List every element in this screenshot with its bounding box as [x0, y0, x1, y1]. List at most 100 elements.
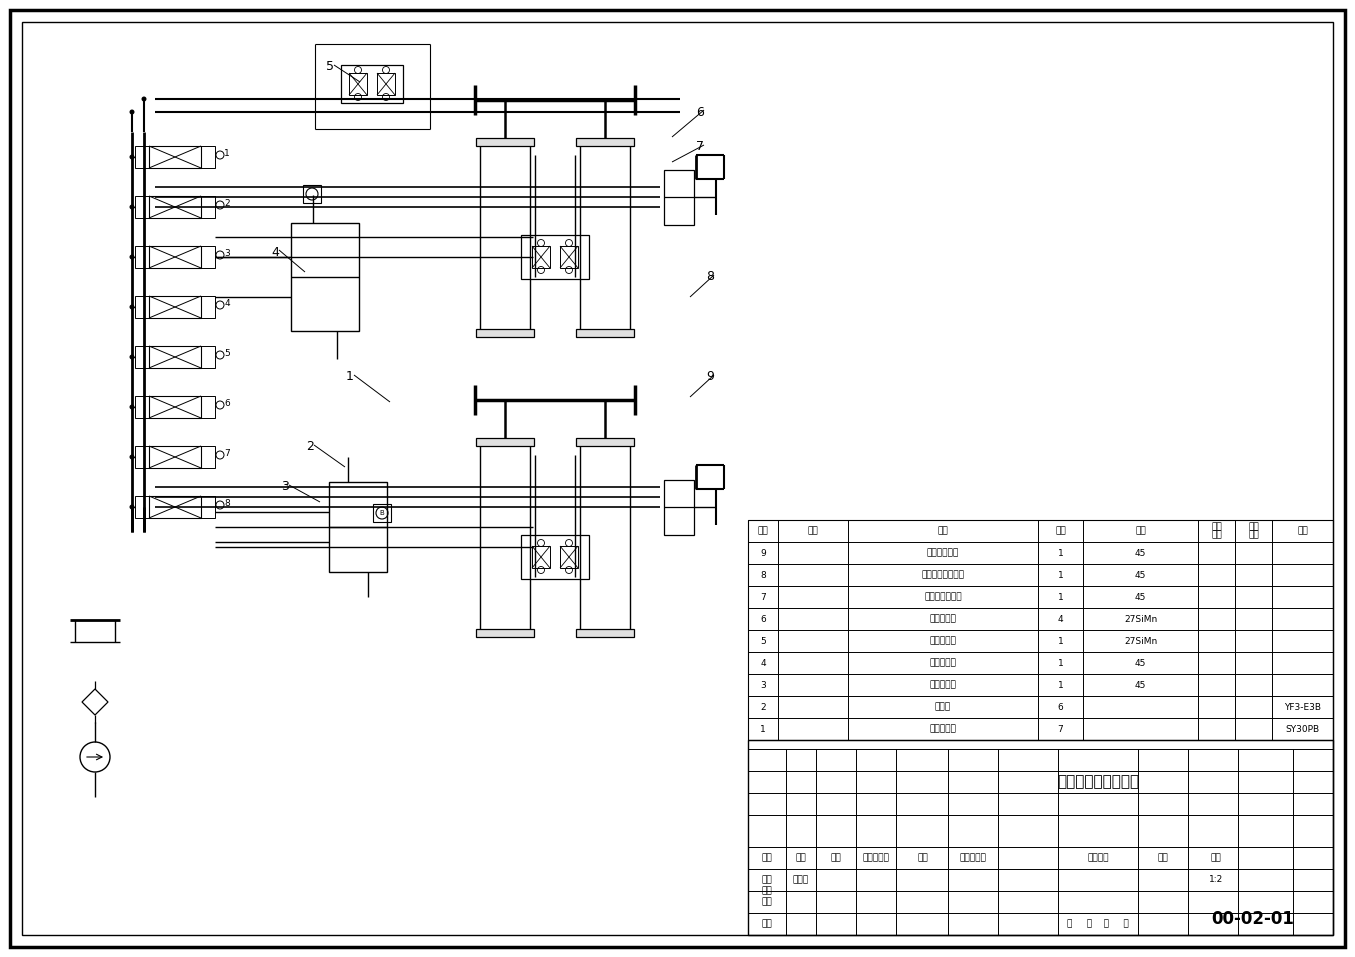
Bar — [480, 145, 530, 329]
Text: 5: 5 — [224, 348, 230, 358]
Text: 重量: 重量 — [1211, 530, 1222, 540]
Text: 液压支架液压原理图: 液压支架液压原理图 — [1057, 774, 1140, 790]
Bar — [136, 246, 149, 268]
Text: 9: 9 — [706, 370, 714, 384]
Text: 1: 1 — [224, 148, 230, 158]
Bar — [476, 138, 534, 145]
Circle shape — [130, 304, 134, 309]
Bar — [149, 446, 201, 468]
Text: 00-02-01: 00-02-01 — [1211, 910, 1294, 928]
Bar — [350, 73, 367, 95]
Text: 重量: 重量 — [1157, 854, 1168, 862]
Text: 3: 3 — [224, 249, 230, 257]
Bar — [664, 479, 694, 535]
Text: 5: 5 — [327, 60, 333, 74]
Text: 推移千斤顶: 推移千斤顶 — [930, 658, 957, 667]
Text: 设计: 设计 — [762, 876, 772, 884]
Text: 45: 45 — [1135, 548, 1146, 558]
Bar — [136, 146, 149, 168]
Circle shape — [130, 109, 134, 115]
Bar — [201, 296, 215, 318]
Text: 标记: 标记 — [762, 854, 772, 862]
Text: 名称: 名称 — [938, 526, 948, 536]
Text: 护帮板千斤顶: 护帮板千斤顶 — [927, 548, 959, 558]
Text: 6: 6 — [224, 398, 230, 408]
Text: 防滑千斤顶: 防滑千斤顶 — [930, 680, 957, 689]
Text: 8: 8 — [760, 570, 766, 580]
Text: 45: 45 — [1135, 680, 1146, 689]
Text: B: B — [379, 510, 385, 516]
Bar — [136, 296, 149, 318]
Text: 前梁千斤顶: 前梁千斤顶 — [930, 636, 957, 646]
Text: 2: 2 — [224, 198, 230, 208]
Text: 4: 4 — [224, 299, 230, 307]
Text: 处数: 处数 — [795, 854, 806, 862]
Text: 液滤阀: 液滤阀 — [935, 702, 951, 711]
Bar — [149, 496, 201, 518]
Circle shape — [130, 154, 134, 160]
Bar — [576, 437, 634, 446]
Text: 7: 7 — [696, 141, 705, 153]
Bar — [480, 444, 530, 630]
Circle shape — [130, 405, 134, 410]
Bar — [377, 73, 396, 95]
Text: 工艺: 工艺 — [762, 920, 772, 928]
Text: 6: 6 — [760, 614, 766, 624]
Text: 共     张    第     张: 共 张 第 张 — [1068, 920, 1129, 928]
Text: 45: 45 — [1135, 570, 1146, 580]
Text: YF3-E3B: YF3-E3B — [1285, 702, 1321, 711]
Bar — [136, 346, 149, 368]
Text: 材料: 材料 — [1135, 526, 1146, 536]
Text: 重量: 重量 — [1248, 530, 1259, 540]
Text: 备注: 备注 — [1297, 526, 1308, 536]
Bar — [149, 346, 201, 368]
Bar — [576, 629, 634, 636]
Bar — [201, 246, 215, 268]
Text: 7: 7 — [1058, 724, 1064, 733]
Text: 年、月、日: 年、月、日 — [959, 854, 986, 862]
Text: 45: 45 — [1135, 592, 1146, 602]
Bar — [373, 504, 392, 522]
Text: SY30PB: SY30PB — [1286, 724, 1320, 733]
Bar — [576, 138, 634, 145]
Bar — [201, 396, 215, 418]
Bar — [560, 546, 579, 568]
Text: 1: 1 — [1058, 658, 1064, 667]
Text: 2: 2 — [760, 702, 766, 711]
Text: 单件: 单件 — [1211, 523, 1222, 531]
Text: 1: 1 — [1058, 680, 1064, 689]
Bar — [329, 482, 388, 572]
Text: 5: 5 — [760, 636, 766, 646]
Text: 序号: 序号 — [757, 526, 768, 536]
Circle shape — [130, 455, 134, 459]
Bar — [149, 196, 201, 218]
Text: 4: 4 — [760, 658, 766, 667]
Text: 1: 1 — [346, 370, 354, 384]
Text: 8: 8 — [224, 499, 230, 507]
Bar — [201, 346, 215, 368]
Circle shape — [130, 255, 134, 259]
Bar — [149, 296, 201, 318]
Text: 更改文件号: 更改文件号 — [863, 854, 889, 862]
Bar — [136, 396, 149, 418]
Text: 9: 9 — [760, 548, 766, 558]
Bar — [476, 629, 534, 636]
Circle shape — [130, 504, 134, 509]
Text: 批准: 批准 — [762, 886, 772, 896]
Bar — [149, 246, 201, 268]
Bar — [341, 65, 402, 103]
Bar — [304, 185, 321, 203]
Text: 1: 1 — [1058, 570, 1064, 580]
Text: 45: 45 — [1135, 658, 1146, 667]
Text: 3: 3 — [760, 680, 766, 689]
Text: 顶梁侧推千斤顶: 顶梁侧推千斤顶 — [924, 592, 962, 602]
Bar — [149, 146, 201, 168]
Text: 6: 6 — [1058, 702, 1064, 711]
Text: 4: 4 — [1058, 614, 1064, 624]
Circle shape — [141, 97, 146, 101]
Bar — [748, 740, 1333, 935]
Bar — [522, 235, 589, 279]
Text: 数量: 数量 — [1056, 526, 1066, 536]
Circle shape — [130, 354, 134, 360]
Text: 总计: 总计 — [1248, 523, 1259, 531]
